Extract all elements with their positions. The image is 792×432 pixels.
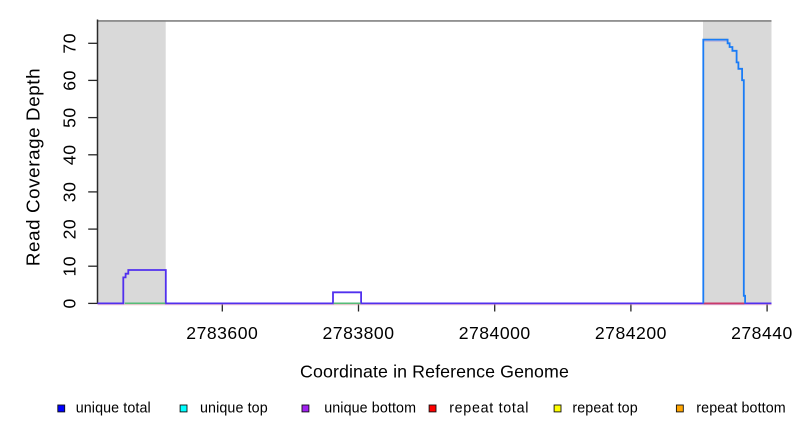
- svg-text:repeat top: repeat top: [572, 400, 637, 416]
- svg-text:60: 60: [60, 70, 80, 91]
- svg-text:Coordinate in Reference Genome: Coordinate in Reference Genome: [300, 362, 569, 382]
- svg-text:unique bottom: unique bottom: [324, 400, 416, 416]
- svg-text:20: 20: [60, 219, 80, 240]
- svg-text:2784400: 2784400: [731, 323, 792, 343]
- svg-text:Read Coverage Depth: Read Coverage Depth: [23, 68, 44, 266]
- svg-text:40: 40: [60, 145, 80, 166]
- svg-text:10: 10: [60, 256, 80, 277]
- svg-text:50: 50: [60, 107, 80, 128]
- svg-text:2783600: 2783600: [186, 323, 258, 343]
- svg-text:repeat bottom: repeat bottom: [696, 400, 786, 416]
- svg-text:30: 30: [60, 182, 80, 203]
- svg-text:repeat total: repeat total: [449, 400, 529, 416]
- svg-text:2783800: 2783800: [323, 323, 395, 343]
- svg-text:unique top: unique top: [200, 400, 268, 416]
- svg-text:0: 0: [60, 298, 80, 308]
- svg-text:70: 70: [60, 33, 80, 54]
- svg-text:2784000: 2784000: [459, 323, 531, 343]
- svg-text:2784200: 2784200: [595, 323, 667, 343]
- svg-text:unique total: unique total: [76, 400, 151, 416]
